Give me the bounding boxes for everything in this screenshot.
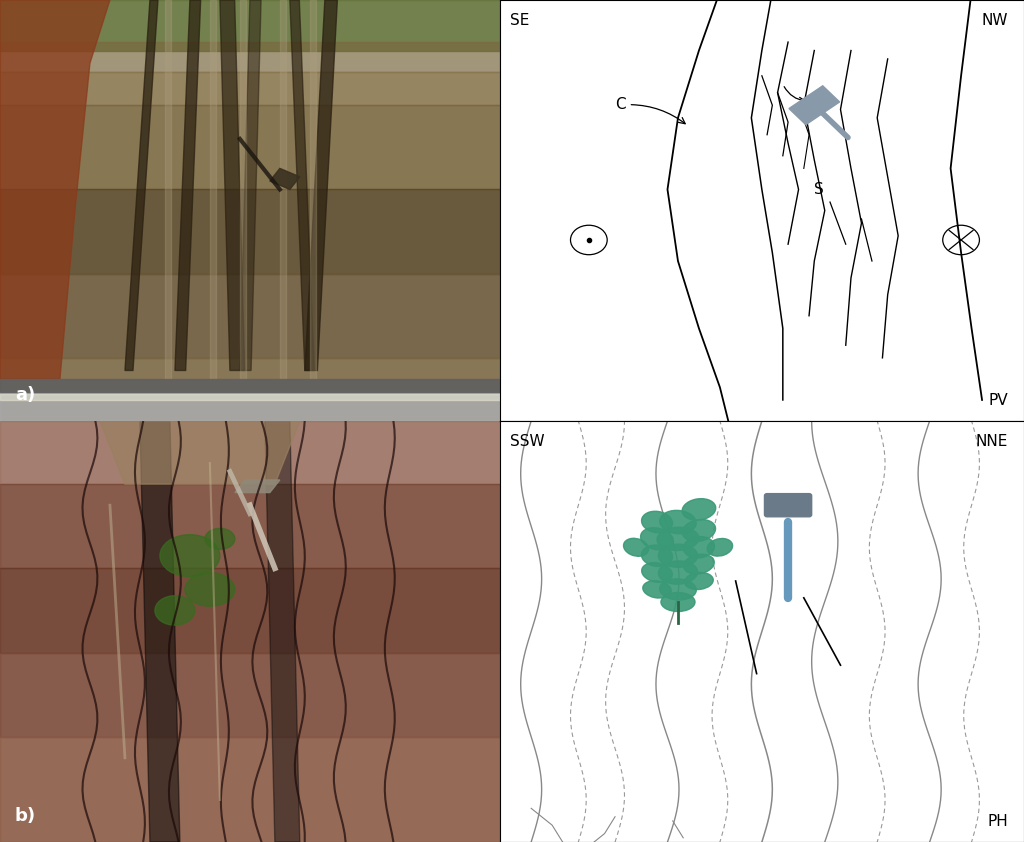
Bar xyxy=(0,484,500,568)
FancyBboxPatch shape xyxy=(765,493,812,517)
Ellipse shape xyxy=(685,573,714,589)
Ellipse shape xyxy=(660,593,695,611)
Bar xyxy=(0,653,500,737)
Polygon shape xyxy=(175,0,201,370)
Polygon shape xyxy=(270,168,300,189)
Bar xyxy=(0,393,500,400)
Text: NNE: NNE xyxy=(976,434,1009,449)
Text: SSW: SSW xyxy=(510,434,545,449)
Text: C: C xyxy=(615,98,685,124)
Ellipse shape xyxy=(683,536,715,558)
Text: NW: NW xyxy=(982,13,1009,28)
Ellipse shape xyxy=(624,538,648,557)
Polygon shape xyxy=(165,0,171,379)
Text: a): a) xyxy=(15,386,35,404)
Ellipse shape xyxy=(658,561,697,584)
Ellipse shape xyxy=(160,535,220,577)
Polygon shape xyxy=(305,0,337,370)
Bar xyxy=(0,72,500,105)
Bar xyxy=(0,274,500,358)
Polygon shape xyxy=(220,0,245,370)
Text: PV: PV xyxy=(988,393,1009,408)
Text: PH: PH xyxy=(987,814,1009,829)
Ellipse shape xyxy=(658,544,697,568)
Ellipse shape xyxy=(682,498,716,520)
Polygon shape xyxy=(234,480,280,493)
Bar xyxy=(0,737,500,842)
Ellipse shape xyxy=(684,554,715,574)
Text: SE: SE xyxy=(510,13,529,28)
Polygon shape xyxy=(788,86,840,125)
Polygon shape xyxy=(290,0,314,370)
Bar xyxy=(0,105,500,189)
Ellipse shape xyxy=(641,545,673,567)
Ellipse shape xyxy=(682,520,716,541)
Polygon shape xyxy=(240,0,261,370)
Ellipse shape xyxy=(205,529,234,549)
Polygon shape xyxy=(265,421,300,842)
Ellipse shape xyxy=(643,581,671,598)
Bar xyxy=(0,392,500,421)
Bar xyxy=(0,189,500,274)
Bar xyxy=(0,358,500,421)
Ellipse shape xyxy=(659,578,696,600)
Ellipse shape xyxy=(155,596,195,625)
Text: b): b) xyxy=(15,807,36,825)
Bar xyxy=(0,0,500,51)
Ellipse shape xyxy=(659,510,696,534)
Polygon shape xyxy=(240,0,246,379)
Polygon shape xyxy=(210,0,216,379)
Ellipse shape xyxy=(642,562,673,583)
Ellipse shape xyxy=(657,527,699,551)
Polygon shape xyxy=(140,421,180,842)
Ellipse shape xyxy=(641,528,674,550)
Polygon shape xyxy=(125,0,158,370)
Bar xyxy=(0,421,500,484)
Ellipse shape xyxy=(642,511,673,533)
Bar xyxy=(0,568,500,653)
Text: S: S xyxy=(814,182,824,197)
Bar xyxy=(0,379,500,392)
Polygon shape xyxy=(0,0,110,379)
Ellipse shape xyxy=(708,539,732,556)
Polygon shape xyxy=(310,0,315,379)
Bar xyxy=(0,42,500,72)
Ellipse shape xyxy=(185,573,234,606)
Polygon shape xyxy=(280,0,286,379)
Polygon shape xyxy=(100,421,300,484)
